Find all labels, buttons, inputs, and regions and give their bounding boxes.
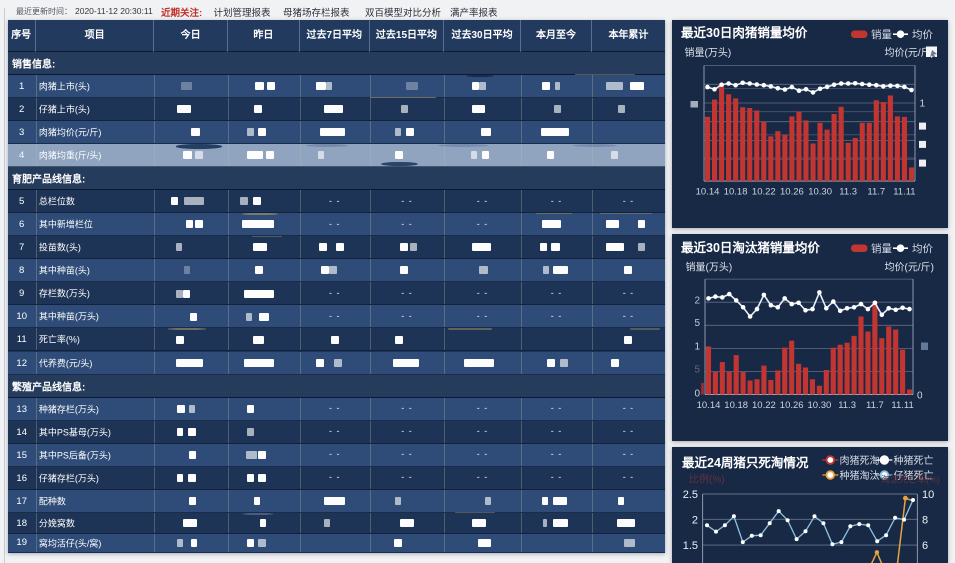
svg-text:淘汰死亡率(%): 淘汰死亡率(%): [881, 473, 940, 484]
svg-text:最近24周猪只死淘情况: 最近24周猪只死淘情况: [682, 455, 809, 470]
svg-text:肉猪死淘: 肉猪死淘: [840, 454, 880, 467]
svg-text:10.22: 10.22: [752, 400, 776, 411]
svg-text:11.7: 11.7: [867, 187, 885, 198]
svg-text:均价(元/斤): 均价(元/斤): [885, 47, 934, 59]
svg-text:10.14: 10.14: [696, 187, 720, 198]
svg-text:最近30日肉猪销量均价: 最近30日肉猪销量均价: [681, 25, 808, 40]
svg-text:10: 10: [922, 489, 934, 501]
svg-text:2: 2: [692, 514, 698, 526]
svg-text:0: 0: [917, 390, 923, 401]
svg-text:仔猪死亡: 仔猪死亡: [894, 469, 934, 482]
svg-text:11.7: 11.7: [866, 400, 884, 411]
svg-text:销量(万头): 销量(万头): [686, 260, 733, 273]
svg-text:11.3: 11.3: [838, 400, 856, 411]
svg-text:6: 6: [922, 540, 928, 552]
svg-text:种猪死亡: 种猪死亡: [894, 454, 934, 467]
svg-text:2.5: 2.5: [683, 489, 698, 501]
svg-text:5: 5: [694, 318, 700, 329]
svg-text:5: 5: [694, 364, 700, 375]
svg-text:均价(元/斤): 均价(元/斤): [885, 261, 934, 273]
svg-text:比例(%): 比例(%): [689, 472, 725, 485]
svg-text:10.26: 10.26: [780, 400, 804, 411]
svg-text:种猪淘汰: 种猪淘汰: [840, 469, 880, 482]
svg-text:销量: 销量: [871, 242, 892, 255]
svg-text:1.5: 1.5: [683, 540, 698, 552]
svg-text:10.18: 10.18: [724, 187, 748, 198]
svg-text:最近30日淘汰猪销量均价: 最近30日淘汰猪销量均价: [681, 240, 820, 255]
svg-text:11.11: 11.11: [891, 400, 913, 411]
svg-text:2: 2: [694, 295, 700, 306]
svg-text:0: 0: [694, 388, 700, 399]
svg-text:11.11: 11.11: [893, 187, 915, 198]
svg-text:10.30: 10.30: [808, 187, 832, 198]
svg-text:销量(万头): 销量(万头): [685, 46, 732, 59]
svg-text:均价: 均价: [912, 29, 933, 41]
svg-text:10.14: 10.14: [697, 400, 721, 411]
svg-text:1: 1: [694, 341, 700, 352]
svg-text:1: 1: [920, 99, 926, 110]
svg-text:均价: 均价: [912, 243, 933, 255]
svg-text:10.22: 10.22: [752, 187, 776, 198]
svg-text:10.26: 10.26: [780, 187, 804, 198]
svg-text:10.30: 10.30: [808, 400, 832, 411]
svg-text:10.18: 10.18: [724, 400, 748, 411]
svg-text:8: 8: [922, 514, 928, 526]
svg-text:销量: 销量: [871, 28, 892, 41]
svg-text:11.3: 11.3: [839, 187, 857, 198]
